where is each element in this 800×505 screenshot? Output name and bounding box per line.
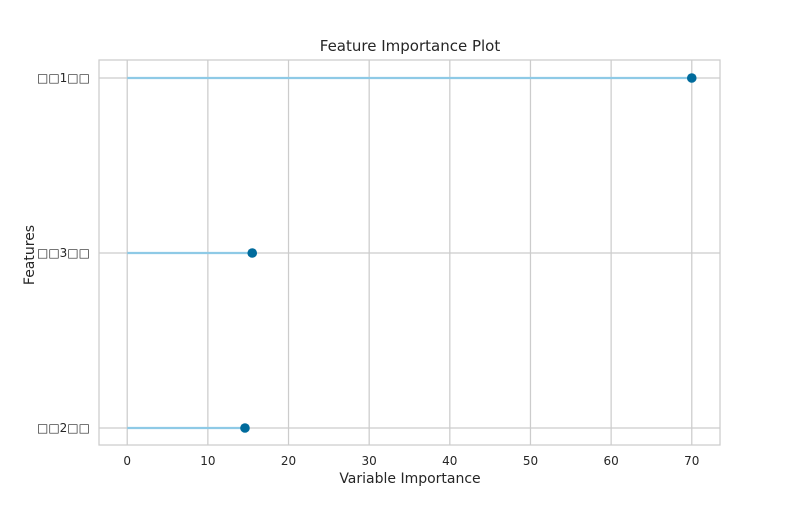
x-tick-label: 70 bbox=[684, 454, 699, 468]
y-axis-label: Features bbox=[22, 225, 38, 285]
importance-marker bbox=[686, 73, 697, 83]
x-tick-label: 50 bbox=[523, 454, 538, 468]
importance-marker bbox=[240, 423, 250, 433]
tick-labels: 0 10 20 30 40 50 60 70 □□1□□ □□3□□ □□2□□ bbox=[37, 71, 699, 468]
y-tick-label: □□2□□ bbox=[37, 421, 90, 435]
y-tick-label: □□1□□ bbox=[37, 71, 90, 85]
x-tick-label: 20 bbox=[281, 454, 296, 468]
x-tick-label: 0 bbox=[123, 454, 131, 468]
chart-title: Feature Importance Plot bbox=[320, 37, 501, 55]
importance-marker bbox=[247, 248, 258, 258]
plot-frame bbox=[98, 59, 721, 446]
y-tick-label: □□3□□ bbox=[37, 246, 90, 260]
data-marks bbox=[127, 73, 697, 433]
x-tick-label: 30 bbox=[362, 454, 377, 468]
x-axis-label: Variable Importance bbox=[339, 471, 480, 487]
x-tick-label: 10 bbox=[200, 454, 215, 468]
x-tick-label: 40 bbox=[442, 454, 457, 468]
x-tick-label: 60 bbox=[603, 454, 618, 468]
